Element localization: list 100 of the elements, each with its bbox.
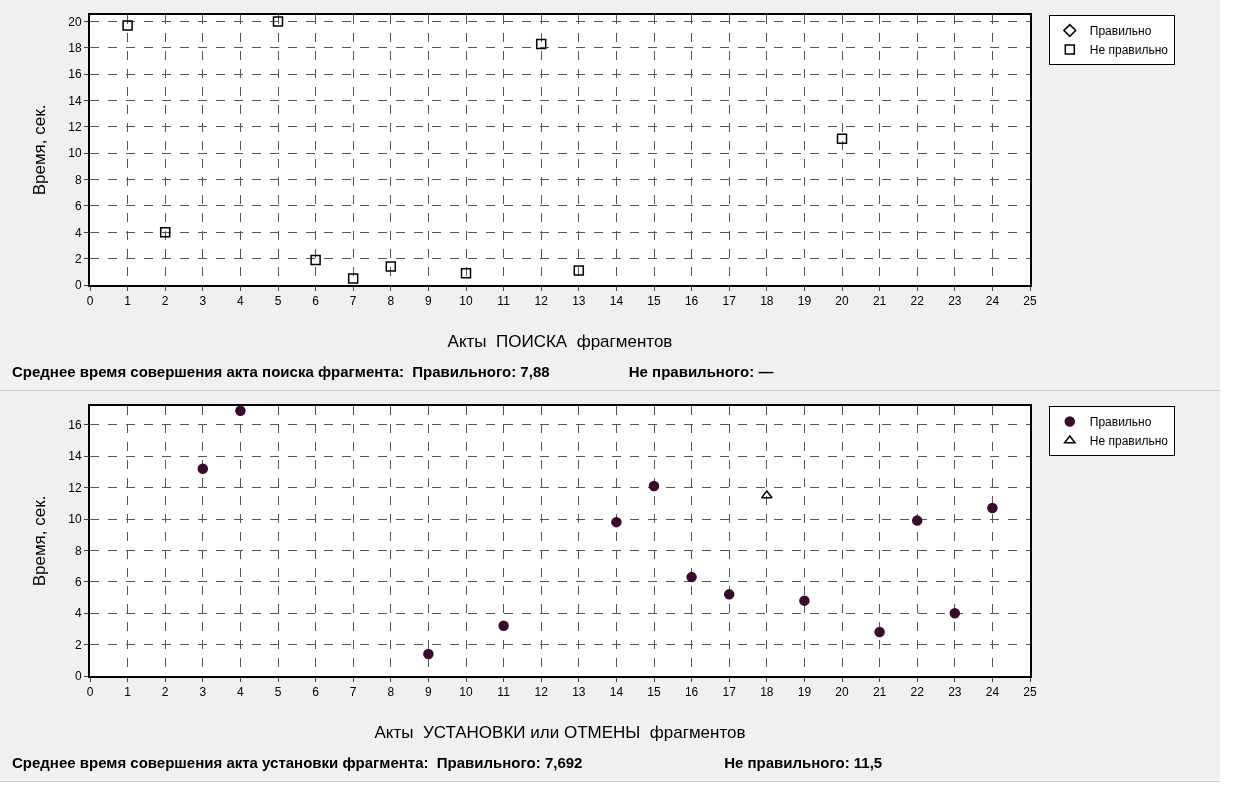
y-tick-label: 16: [68, 67, 82, 82]
x-tick-label: 11: [497, 685, 511, 700]
x-tick-label: 23: [948, 294, 962, 309]
point: [197, 463, 209, 475]
point: [686, 571, 697, 583]
y-tick-label: 4: [74, 225, 82, 240]
x-tick-label: 4: [237, 294, 245, 309]
y-tick-label: 2: [74, 637, 82, 652]
point: [122, 20, 133, 31]
x-tick-label: 19: [797, 294, 812, 309]
y-tick-label: 10: [68, 512, 82, 527]
y-axis-title: Время, сек.: [30, 104, 49, 196]
point: [385, 261, 397, 272]
x-tick-label: 1: [124, 294, 132, 309]
y-tick-label: 0: [74, 278, 82, 293]
point: [723, 589, 735, 600]
point: [836, 133, 848, 145]
point: [235, 405, 246, 416]
point: [460, 267, 472, 279]
point: [799, 595, 810, 606]
x-tick-label: 10: [459, 685, 473, 700]
x-tick-label: 7: [349, 294, 357, 309]
y-axis-title: Время, сек.: [30, 495, 49, 587]
x-tick-label: 24: [985, 685, 1000, 700]
point: [159, 227, 171, 238]
point: [272, 16, 284, 27]
y-tick-label: 8: [74, 172, 82, 187]
x-tick-label: 6: [312, 685, 320, 700]
x-tick-label: 0: [86, 685, 94, 700]
x-tick-label: 3: [199, 294, 207, 309]
x-tick-label: 17: [722, 294, 737, 309]
point: [498, 620, 509, 632]
x-tick-label: 21: [872, 685, 887, 700]
point: [423, 648, 434, 660]
x-tick-label: 3: [199, 685, 207, 700]
x-tick-label: 25: [1023, 294, 1037, 309]
text: Среднее время совершения акта поиска фрагмента: Правильного: 7,88 Не правильного: —: [12, 363, 774, 380]
point: [347, 273, 359, 284]
legend-label: Не правильно: [1089, 43, 1169, 58]
y-tick-label: 0: [74, 669, 82, 684]
x-tick-label: 16: [684, 685, 699, 700]
x-tick-label: 22: [910, 294, 925, 309]
point: [310, 254, 321, 266]
x-tick-label: 5: [274, 294, 282, 309]
x-tick-label: 4: [237, 685, 245, 700]
point: [573, 265, 585, 276]
x-tick-label: 1: [124, 685, 132, 700]
x-tick-label: 21: [872, 294, 887, 309]
x-tick-label: 14: [609, 685, 624, 700]
x-tick-label: 11: [497, 294, 511, 309]
x-tick-label: 15: [647, 685, 661, 700]
x-tick-label: 24: [985, 294, 1000, 309]
point: [987, 502, 998, 514]
x-tick-label: 22: [910, 685, 925, 700]
y-tick-label: 20: [68, 14, 82, 29]
x-tick-label: 15: [647, 294, 661, 309]
x-tick-label: 2: [161, 685, 169, 700]
x-tick-label: 23: [948, 685, 962, 700]
point: [949, 607, 961, 619]
x-tick-label: 0: [86, 294, 94, 309]
legend-label: Правильно: [1089, 415, 1152, 430]
x-tick-label: 13: [572, 685, 586, 700]
x-tick-label: 12: [534, 685, 549, 700]
y-tick-label: 10: [68, 146, 82, 161]
y-tick-label: 12: [68, 120, 82, 135]
x-tick-label: 5: [274, 685, 282, 700]
x-tick-label: 16: [684, 294, 699, 309]
y-tick-label: 16: [68, 418, 82, 433]
x-axis-title: Акты ПОИСКА фрагментов: [447, 332, 673, 351]
y-tick-label: 6: [74, 575, 82, 590]
legend-label: Не правильно: [1089, 434, 1169, 449]
x-tick-label: 8: [387, 685, 395, 700]
x-tick-label: 2: [161, 294, 169, 309]
x-tick-label: 20: [835, 294, 849, 309]
x-tick-label: 13: [572, 294, 586, 309]
x-tick-label: 19: [797, 685, 812, 700]
y-tick-label: 8: [74, 543, 82, 558]
y-tick-label: 12: [68, 480, 82, 495]
point: [648, 480, 660, 492]
point: [874, 626, 885, 638]
y-tick-label: 14: [68, 93, 82, 108]
x-tick-label: 14: [609, 294, 624, 309]
y-tick-label: 4: [74, 606, 82, 621]
x-tick-label: 6: [312, 294, 320, 309]
x-tick-label: 12: [534, 294, 549, 309]
x-tick-label: 18: [760, 685, 774, 700]
x-tick-label: 10: [459, 294, 473, 309]
x-tick-label: 25: [1023, 685, 1037, 700]
point: [911, 515, 923, 526]
x-tick-label: 17: [722, 685, 737, 700]
x-tick-label: 18: [760, 294, 774, 309]
y-tick-label: 14: [68, 449, 82, 464]
text: Среднее время совершения акта установки фрагмента: Правильного: 7,692 Не правильного: 11,5: [12, 754, 883, 771]
y-tick-label: 6: [74, 199, 82, 214]
x-tick-label: 9: [425, 294, 433, 309]
x-tick-label: 20: [835, 685, 849, 700]
legend-label: Правильно: [1089, 24, 1152, 39]
x-axis-title: Акты УСТАНОВКИ или ОТМЕНЫ фрагментов: [374, 723, 746, 742]
point: [611, 516, 622, 528]
point: [535, 38, 547, 50]
